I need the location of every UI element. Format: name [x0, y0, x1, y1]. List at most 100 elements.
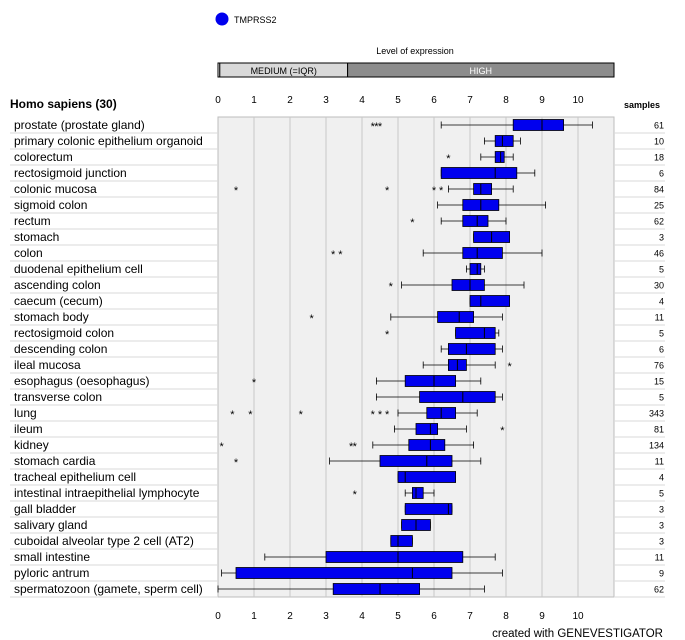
sample-count: 30 [654, 281, 664, 291]
grid-lines [253, 117, 579, 597]
row-label: intestinal intraepithelial lymphocyte [14, 486, 200, 500]
outlier-marker: * [385, 185, 390, 197]
expression-segment [347, 62, 615, 78]
outlier-marker: * [234, 185, 239, 197]
x-tick-label-top: 6 [431, 95, 437, 106]
iqr-box [325, 551, 464, 563]
x-tick-label-top: 2 [287, 95, 293, 106]
sample-count: 5 [659, 329, 664, 339]
iqr-box [473, 183, 493, 195]
x-tick-label-top: 8 [503, 95, 509, 106]
sample-count: 25 [654, 201, 664, 211]
row-label: small intestine [14, 550, 90, 564]
x-axis-bottom: 0 1 2 3 4 5 6 7 8 9 10 [215, 611, 584, 622]
outlier-marker: * [432, 185, 437, 197]
row-label: stomach body [14, 310, 89, 324]
row-label: ileum [14, 422, 43, 436]
x-tick-label-top: 3 [323, 95, 329, 106]
row-label: kidney [14, 438, 49, 452]
iqr-box [469, 295, 510, 307]
outlier-marker: * [385, 409, 390, 421]
row-label: lung [14, 406, 37, 420]
iqr-box [397, 471, 456, 483]
x-tick-label-top: 9 [539, 95, 545, 106]
row-label: spermatozoon (gamete, sperm cell) [14, 582, 203, 596]
outlier-marker: * [353, 441, 358, 453]
samples-header: samples [624, 100, 660, 110]
iqr-box [512, 119, 565, 131]
row-label: esophagus (oesophagus) [14, 374, 149, 388]
outlier-marker: * [309, 313, 314, 325]
iqr-box [451, 279, 485, 291]
sample-count: 3 [659, 505, 664, 515]
x-tick-label-bottom: 7 [467, 611, 473, 622]
iqr-box [462, 247, 503, 259]
iqr-box [469, 263, 482, 275]
sample-count: 46 [654, 249, 664, 259]
iqr-box [462, 215, 489, 227]
row-label: colorectum [14, 150, 73, 164]
outlier-marker: * [299, 409, 304, 421]
sample-count: 11 [655, 313, 664, 323]
outlier-marker: * [439, 185, 444, 197]
sample-count: 81 [654, 425, 664, 435]
x-tick-label-bottom: 8 [503, 611, 509, 622]
row-label: ileal mucosa [14, 358, 81, 372]
sample-count: 134 [649, 441, 664, 451]
row-label: colon [14, 246, 43, 260]
outlier-marker: * [353, 489, 358, 501]
x-tick-label-top: 10 [572, 95, 584, 106]
organism-header: Homo sapiens (30) [10, 97, 117, 111]
sample-count: 62 [654, 217, 664, 227]
iqr-box [390, 535, 413, 547]
sample-count: 11 [655, 457, 664, 467]
sample-count: 84 [654, 185, 664, 195]
sample-count: 343 [649, 409, 664, 419]
x-tick-label-bottom: 0 [215, 611, 221, 622]
outlier-marker: * [410, 217, 415, 229]
outlier-marker: * [500, 425, 505, 437]
sample-count: 6 [659, 169, 664, 179]
iqr-box [440, 167, 518, 179]
sample-count: 3 [659, 537, 664, 547]
sample-count: 62 [654, 585, 664, 595]
sample-count: 5 [659, 393, 664, 403]
row-label: pyloric antrum [14, 566, 89, 580]
x-tick-label-bottom: 1 [251, 611, 257, 622]
sample-count: 10 [654, 137, 664, 147]
row-labels: prostate (prostate gland) primary colonic… [14, 118, 203, 596]
outlier-marker: * [349, 441, 354, 453]
x-tick-label-top: 0 [215, 95, 221, 106]
row-label: rectosigmoid junction [14, 166, 127, 180]
sample-count: 3 [659, 521, 664, 531]
boxplots: * * *** * * *** ******* * * * * *** * *** [217, 119, 593, 595]
iqr-box [404, 503, 453, 515]
x-tick-label-top: 7 [467, 95, 473, 106]
iqr-box [455, 327, 496, 339]
row-label: cuboidal alveolar type 2 cell (AT2) [14, 534, 194, 548]
expression-bar: MEDIUM (=IQR) HIGH [217, 62, 615, 78]
x-tick-label-bottom: 4 [359, 611, 365, 622]
outlier-marker: * [378, 121, 383, 133]
expression-segment-label: HIGH [470, 66, 493, 76]
iqr-box [404, 375, 457, 387]
expression-segment-label: MEDIUM (=IQR) [251, 66, 317, 76]
sample-count: 5 [659, 265, 664, 275]
sample-count: 15 [654, 377, 664, 387]
iqr-box [411, 487, 424, 499]
sample-count: 76 [654, 361, 664, 371]
row-label: transverse colon [14, 390, 102, 404]
sample-counts: 61 10 18 6 84 25 62 3 46 5 30 4 11 5 6 76 15 5 343 81 134 11 4… [649, 121, 664, 595]
x-tick-label-bottom: 5 [395, 611, 401, 622]
x-tick-label-bottom: 3 [323, 611, 329, 622]
sample-count: 61 [654, 121, 664, 131]
row-separators [10, 132, 665, 598]
legend-label: TMPRSS2 [234, 15, 277, 25]
row-label: sigmoid colon [14, 198, 87, 212]
x-axis-top: 0 1 2 3 4 5 6 7 8 9 10 [215, 95, 584, 106]
x-tick-label-bottom: 9 [539, 611, 545, 622]
sample-count: 11 [655, 553, 664, 563]
outlier-marker: * [446, 153, 451, 165]
x-tick-label-top: 5 [395, 95, 401, 106]
expression-bar-title: Level of expression [376, 46, 454, 56]
